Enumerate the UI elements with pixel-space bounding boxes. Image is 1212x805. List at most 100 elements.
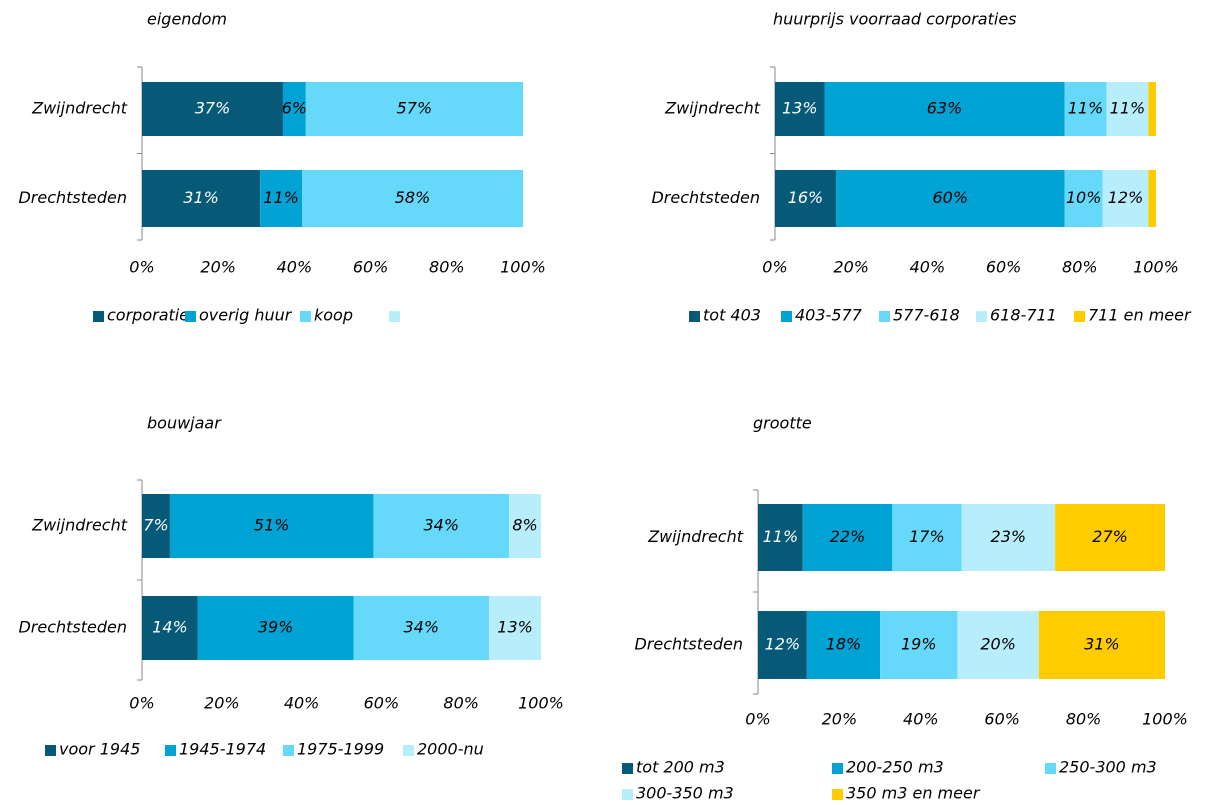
bar-segment: [802, 504, 893, 571]
data-label: 11%: [263, 188, 299, 207]
legend-label: koop: [314, 306, 353, 325]
bar-segment: [169, 494, 374, 558]
legend-label: corporatie: [107, 306, 189, 325]
bar-segment: [353, 596, 490, 660]
x-tick-label: 100%: [1133, 258, 1179, 277]
bar-segment: [961, 504, 1056, 571]
data-label: 31%: [183, 188, 219, 207]
x-tick-label: 100%: [500, 258, 546, 277]
legend-label: 1975-1999: [297, 740, 384, 759]
legend-swatch: [165, 745, 176, 756]
x-tick-label: 100%: [518, 694, 564, 713]
legend-swatch: [879, 311, 890, 322]
data-label: 31%: [1084, 635, 1120, 654]
data-label: 8%: [512, 516, 537, 535]
bar-segment: [957, 611, 1039, 679]
category-label: Zwijndrecht: [31, 99, 128, 118]
legend-swatch: [389, 311, 400, 322]
bar-segment: [835, 170, 1065, 227]
data-label: 23%: [991, 527, 1027, 546]
bar-segment: [1038, 611, 1165, 679]
x-tick-label: 20%: [822, 710, 858, 729]
bar-segment: [1106, 82, 1149, 136]
x-tick-label: 60%: [984, 710, 1020, 729]
data-label: 57%: [397, 99, 433, 118]
data-label: 13%: [497, 618, 533, 637]
data-label: 12%: [765, 635, 801, 654]
legend-swatch: [1074, 311, 1085, 322]
data-label: 18%: [826, 635, 862, 654]
category-label: Zwijndrecht: [31, 516, 128, 535]
legend-label: 711 en meer: [1088, 306, 1192, 325]
legend-swatch: [300, 311, 311, 322]
x-tick-label: 0%: [129, 258, 154, 277]
legend-swatch: [976, 311, 987, 322]
data-label: 20%: [980, 635, 1016, 654]
data-label: 10%: [1066, 188, 1102, 207]
x-tick-label: 60%: [353, 258, 389, 277]
legend-swatch: [185, 311, 196, 322]
x-tick-label: 0%: [762, 258, 787, 277]
legend-label: 300-350 m3: [636, 784, 734, 803]
legend-swatch: [1045, 763, 1056, 774]
legend-label: 577-618: [893, 306, 960, 325]
legend-label: 2000-nu: [417, 740, 484, 759]
legend-swatch: [689, 311, 700, 322]
x-tick-label: 100%: [1142, 710, 1188, 729]
bar-segment: [1055, 504, 1165, 571]
legend-label: tot 200 m3: [636, 758, 725, 777]
legend-swatch: [832, 763, 843, 774]
legend-swatch: [403, 745, 414, 756]
x-tick-label: 40%: [284, 694, 320, 713]
data-label: 13%: [782, 99, 818, 118]
bar-segment: [758, 611, 807, 679]
category-label: Zwijndrecht: [647, 527, 744, 546]
bar-segment: [489, 596, 541, 660]
legend-swatch: [832, 789, 843, 800]
bar-segment: [1148, 82, 1156, 136]
data-label: 63%: [927, 99, 963, 118]
data-label: 12%: [1108, 188, 1144, 207]
data-label: 27%: [1092, 527, 1128, 546]
bar-segment: [880, 611, 958, 679]
legend-label: 403-577: [795, 306, 863, 325]
bar-segment: [775, 82, 825, 136]
data-label: 11%: [1068, 99, 1104, 118]
data-label: 16%: [788, 188, 824, 207]
bar-segment: [197, 596, 354, 660]
data-label: 14%: [152, 618, 188, 637]
data-label: 17%: [909, 527, 945, 546]
legend-label: overig huur: [199, 306, 293, 325]
chart-title: bouwjaar: [147, 414, 222, 433]
bar-segment: [1064, 82, 1107, 136]
bar-segment: [142, 82, 283, 136]
category-label: Zwijndrecht: [664, 99, 761, 118]
bar-segment: [806, 611, 881, 679]
bar-segment: [282, 82, 306, 136]
chart-title: huurprijs voorraad corporaties: [773, 10, 1017, 29]
x-tick-label: 20%: [833, 258, 869, 277]
data-label: 11%: [763, 527, 799, 546]
x-tick-label: 40%: [277, 258, 313, 277]
data-label: 34%: [404, 618, 440, 637]
data-label: 34%: [423, 516, 459, 535]
legend-label: 1945-1974: [179, 740, 266, 759]
bar-segment: [775, 170, 836, 227]
bar-segment: [142, 596, 198, 660]
bar-segment: [1148, 170, 1156, 227]
x-tick-label: 60%: [986, 258, 1022, 277]
data-label: 6%: [282, 99, 307, 118]
legend-label: 350 m3 en meer: [846, 784, 981, 803]
legend-label: 250-300 m3: [1059, 758, 1157, 777]
x-tick-label: 80%: [1066, 710, 1102, 729]
bar-segment: [142, 170, 261, 227]
legend-label: 200-250 m3: [846, 758, 944, 777]
legend-swatch: [45, 745, 56, 756]
data-label: 58%: [395, 188, 431, 207]
x-tick-label: 60%: [364, 694, 400, 713]
data-label: 7%: [143, 516, 168, 535]
legend-label: tot 403: [703, 306, 761, 325]
data-label: 37%: [195, 99, 231, 118]
bar-segment: [1102, 170, 1149, 227]
data-label: 19%: [901, 635, 937, 654]
